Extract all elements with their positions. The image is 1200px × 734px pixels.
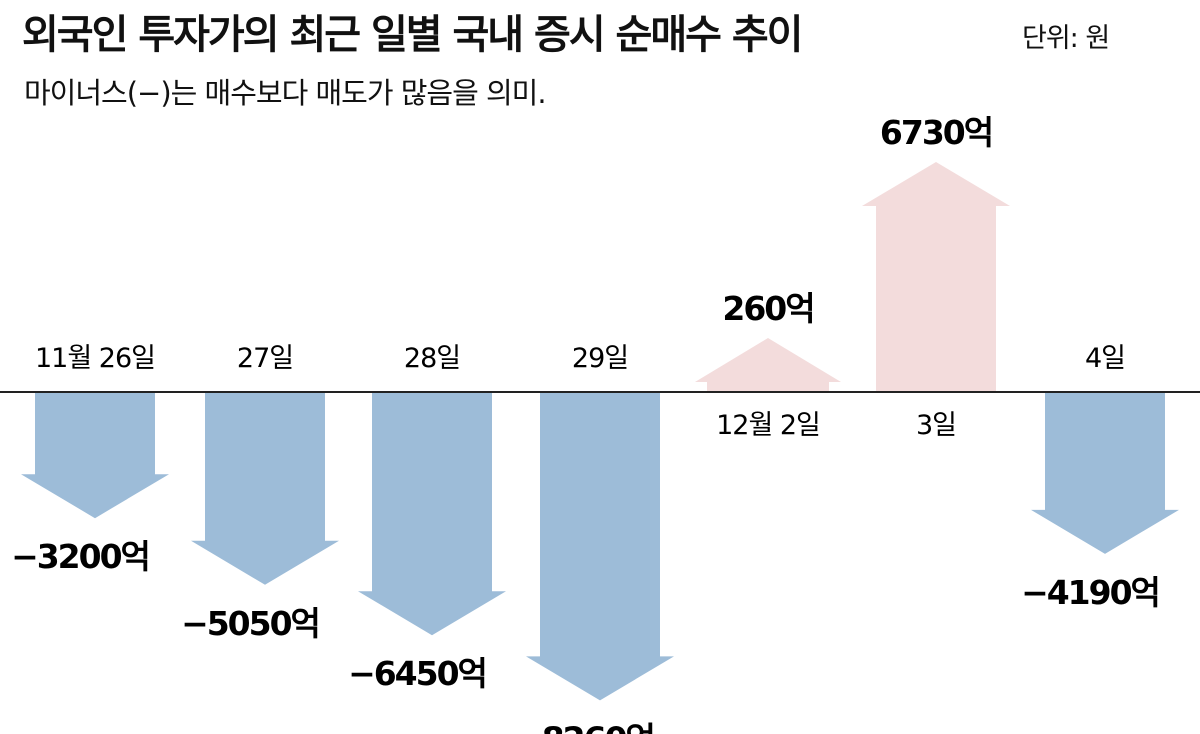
bar-arrow-up: [695, 338, 841, 392]
value-label: −4190억: [1021, 573, 1159, 612]
category-label: 11월 26일: [35, 343, 155, 374]
chart-title: 외국인 투자가의 최근 일별 국내 증시 순매수 추이: [22, 12, 803, 58]
value-label: −6450억: [348, 654, 486, 693]
chart-subtitle: 마이너스(−)는 매수보다 매도가 많음을 의미.: [24, 76, 547, 110]
category-label: 3일: [916, 410, 956, 441]
category-label: 4일: [1085, 343, 1125, 374]
bar-arrow-up: [862, 162, 1010, 392]
category-label: 28일: [404, 343, 460, 374]
value-label: 6730억: [880, 113, 992, 152]
value-label: 260억: [722, 289, 813, 328]
bar-arrow-down: [1031, 392, 1179, 554]
category-label: 29일: [572, 343, 628, 374]
bar-arrow-down: [358, 392, 506, 636]
value-label: −3200억: [11, 537, 149, 576]
category-label: 12월 2일: [716, 410, 820, 441]
category-label: 27일: [237, 343, 293, 374]
unit-label: 단위: 원: [1022, 23, 1110, 54]
bar-arrow-down: [191, 392, 339, 585]
bar-arrow-down: [21, 392, 169, 519]
value-label: −8260억: [516, 719, 654, 734]
value-label: −5050억: [181, 604, 319, 643]
bar-arrow-down: [526, 392, 674, 701]
